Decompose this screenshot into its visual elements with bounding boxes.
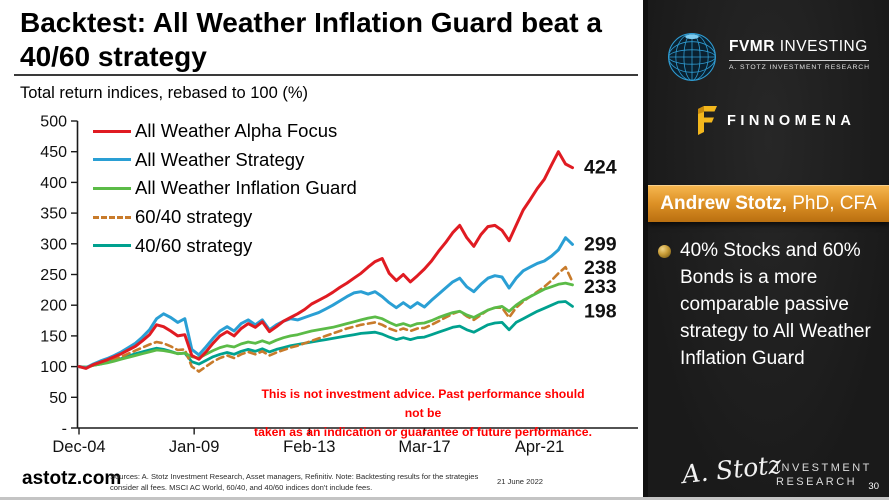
legend-swatch: [93, 244, 131, 248]
chart-subtitle: Total return indices, rebased to 100 (%): [20, 84, 308, 102]
y-axis-label: 450: [40, 144, 67, 161]
series-end-label: 198: [584, 300, 617, 322]
y-axis-label: 50: [49, 390, 67, 407]
fvmr-brand-light: INVESTING: [779, 38, 868, 55]
ir-word1: INVESTMENT: [776, 462, 872, 474]
x-axis-label: Dec-04: [52, 438, 105, 456]
date-label: 21 June 2022: [497, 477, 544, 486]
y-axis-label: 350: [40, 206, 67, 223]
author-name-bold: Andrew Stotz,: [660, 193, 787, 214]
author-name: Andrew Stotz, PhD, CFA: [660, 193, 876, 215]
series-line: [77, 281, 574, 369]
key-point: 40% Stocks and 60% Bonds is a more compa…: [658, 238, 884, 373]
legend-swatch: [93, 129, 131, 133]
y-axis-label: 500: [40, 114, 67, 131]
y-axis-label: 300: [40, 236, 67, 253]
fvmr-wordmark: FVMR INVESTING A. STOTZ INVESTMENT RESEA…: [729, 38, 870, 71]
x-axis-label: Jan-09: [169, 438, 219, 456]
investment-research-wordmark: INVESTMENT RESEARCH: [776, 462, 872, 490]
finnomena-f-icon: [698, 106, 717, 135]
finnomena-logo: FINNOMENA: [696, 106, 855, 135]
key-point-text: 40% Stocks and 60% Bonds is a more compa…: [680, 240, 871, 369]
slide-bottom-edge: [0, 497, 889, 500]
bullet-sphere-icon: [658, 245, 671, 258]
legend-item: 60/40 strategy: [93, 203, 357, 232]
fvmr-logo: FVMR INVESTING A. STOTZ INVESTMENT RESEA…: [665, 30, 870, 84]
y-axis-label: 400: [40, 175, 67, 192]
series-end-label: 299: [584, 233, 617, 255]
legend-label: All Weather Inflation Guard: [135, 177, 357, 199]
legend-swatch: [93, 158, 131, 162]
finnomena-wordmark: FINNOMENA: [727, 112, 856, 129]
legend-label: 40/60 strategy: [135, 234, 253, 256]
legend-item: All Weather Alpha Focus: [93, 117, 357, 146]
fvmr-brand: FVMR INVESTING: [729, 38, 870, 56]
website-label: astotz.com: [22, 468, 122, 489]
y-axis-label: 250: [40, 267, 67, 284]
globe-icon: [668, 33, 716, 81]
legend-item: 40/60 strategy: [93, 231, 357, 260]
fvmr-brand-bold: FVMR: [729, 38, 775, 55]
legend-item: All Weather Inflation Guard: [93, 174, 357, 203]
page-number: 30: [868, 481, 879, 492]
legend-label: All Weather Alpha Focus: [135, 120, 338, 142]
sources-note: Sources: A. Stotz Investment Research, A…: [110, 472, 479, 492]
title-divider: [14, 74, 638, 76]
disclaimer: This is not investment advice. Past perf…: [252, 385, 594, 442]
legend-label: All Weather Strategy: [135, 148, 305, 170]
author-credentials: PhD, CFA: [786, 193, 877, 214]
series-end-label: 424: [584, 157, 617, 179]
legend-item: All Weather Strategy: [93, 146, 357, 175]
page-title: Backtest: All Weather Inflation Guard be…: [20, 6, 602, 75]
disclaimer-line1: This is not investment advice. Past perf…: [261, 387, 585, 420]
author-banner: Andrew Stotz, PhD, CFA: [648, 185, 889, 222]
legend-swatch: [93, 215, 131, 219]
series-end-label: 233: [584, 276, 617, 298]
y-axis-label: -: [62, 421, 67, 438]
disclaimer-line2: taken as an indication or guarantee of f…: [254, 424, 592, 439]
y-axis-label: 150: [40, 328, 67, 345]
series-line: [77, 300, 574, 369]
series-line: [77, 265, 574, 373]
series-end-label: 238: [584, 257, 617, 279]
fvmr-subline: A. STOTZ INVESTMENT RESEARCH: [729, 64, 870, 71]
ir-word2: RESEARCH: [776, 475, 858, 488]
legend-swatch: [93, 186, 131, 190]
page-title-line1: Backtest: All Weather Inflation Guard be…: [20, 7, 602, 38]
astotz-signature-logo: A. Stotz: [680, 449, 783, 490]
y-axis-label: 100: [40, 359, 67, 376]
right-panel: FVMR INVESTING A. STOTZ INVESTMENT RESEA…: [643, 0, 889, 500]
legend-label: 60/40 strategy: [135, 206, 253, 228]
page-title-line2: 40/60 strategy: [20, 41, 207, 73]
fvmr-divider: [729, 60, 869, 61]
y-axis-label: 200: [40, 298, 67, 315]
chart-legend: All Weather Alpha Focus All Weather Strat…: [93, 117, 357, 260]
